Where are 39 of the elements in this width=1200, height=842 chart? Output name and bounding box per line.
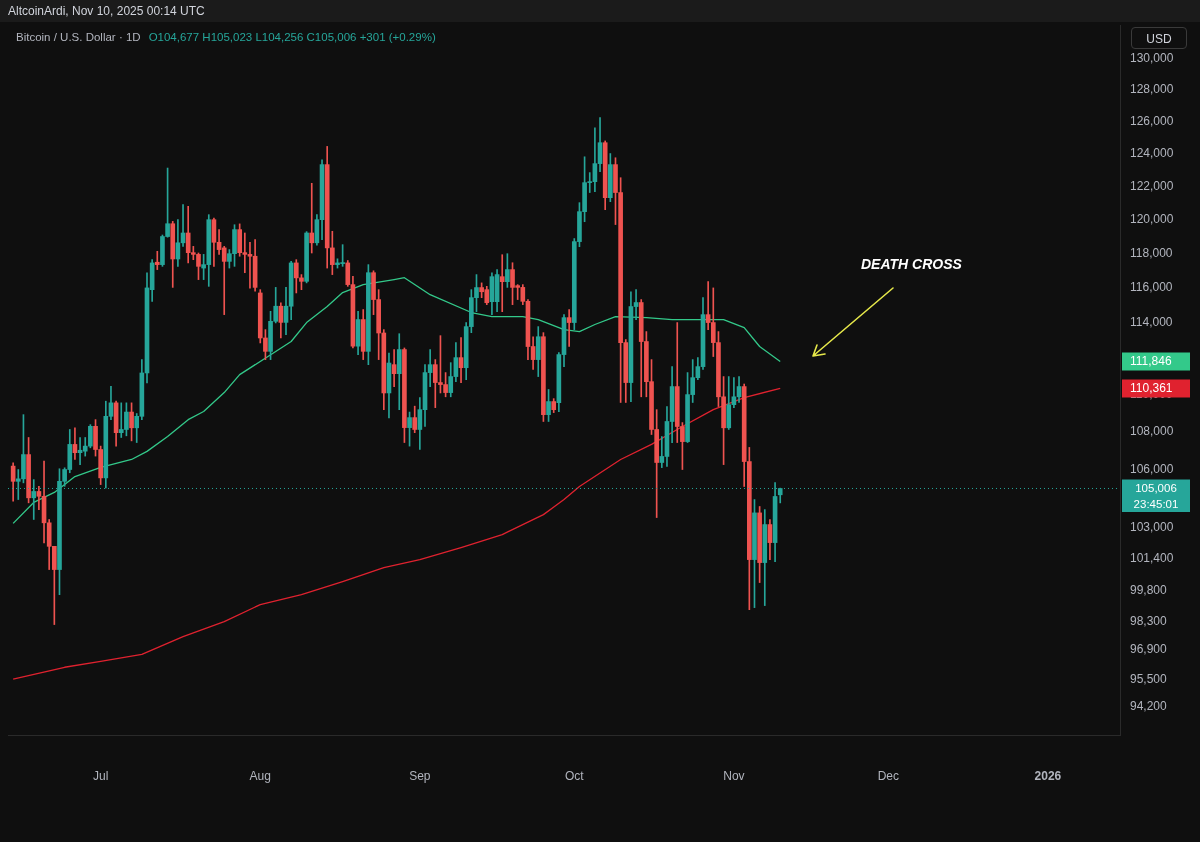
candlestick	[499, 254, 505, 312]
y-tick-label: 110,361	[1130, 380, 1173, 395]
candlestick	[221, 246, 227, 315]
y-tick-label: 101,400	[1130, 551, 1174, 566]
text: 23:45:01	[1122, 496, 1190, 513]
x-tick-label: Nov	[723, 768, 745, 783]
x-tick-label: Aug	[249, 768, 271, 783]
y-tick-label: 108,000	[1130, 424, 1174, 439]
annotation: DEATH CROSS	[861, 256, 962, 272]
text: Bitcoin / U.S. Dollar · 1D	[16, 31, 141, 43]
y-tick-label: 118,000	[1130, 246, 1173, 260]
y-tick-label: 106,000	[1130, 461, 1174, 476]
y-tick-label: 98,300	[1130, 613, 1168, 628]
text: O104,677 H105,023 L104,256 C105,006 +301 (+0.29%)	[148, 31, 436, 43]
y-tick-label: 116,000	[1130, 280, 1173, 295]
y-tick-label: 130,000	[1130, 51, 1174, 66]
text: AltcoinArdi, Nov 10, 2025 00:14 UTC	[0, 0, 1200, 22]
y-tick-label: 94,200	[1130, 699, 1168, 714]
ref-line-label: 105,006	[1135, 481, 1177, 494]
y-tick-label: 103,000	[1130, 519, 1174, 534]
candlestick	[566, 309, 572, 347]
y-tick-label: 111,846	[1130, 353, 1172, 368]
x-tick-label: Oct	[564, 768, 585, 783]
y-tick-label: 126,000	[1130, 113, 1174, 128]
candlestick	[309, 182, 315, 254]
y-tick-label: 114,000	[1130, 315, 1173, 330]
y-tick-label: 124,000	[1130, 146, 1174, 161]
y-tick-label: 95,500	[1130, 671, 1168, 686]
x-tick-label: Jul	[92, 768, 109, 783]
x-tick-label: 2026	[1034, 768, 1062, 783]
y-tick-label: 96,900	[1130, 642, 1168, 657]
y-tick-label: 99,800	[1130, 583, 1168, 598]
x-tick-label: Sep	[409, 768, 431, 783]
y-tick-label: 122,000	[1130, 178, 1174, 193]
candlestick	[154, 250, 160, 270]
x-tick-label: Dec	[877, 768, 900, 783]
y-tick-label: 128,000	[1130, 82, 1174, 97]
y-tick-label: 120,000	[1130, 212, 1174, 227]
y-axis-title: USD	[1131, 27, 1187, 49]
